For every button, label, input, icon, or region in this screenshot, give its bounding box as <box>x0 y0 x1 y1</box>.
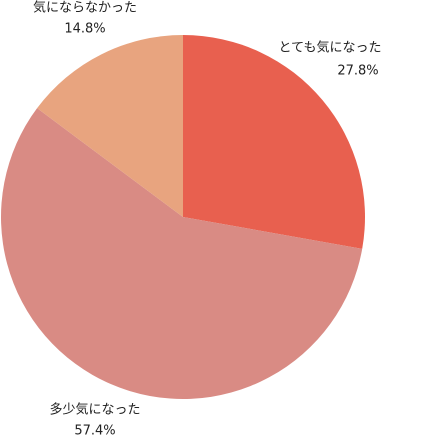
pie-slice <box>37 35 183 217</box>
slice-label: とても気になった <box>279 40 382 56</box>
pie-slice <box>1 108 363 399</box>
slice-value: 57.4% <box>74 424 115 436</box>
slice-label: 多少気になった <box>49 402 140 418</box>
slice-label: 気にならなかった <box>33 0 137 16</box>
pie-slice <box>183 35 365 249</box>
slice-value: 27.8% <box>337 64 378 79</box>
slice-value: 14.8% <box>64 22 105 37</box>
